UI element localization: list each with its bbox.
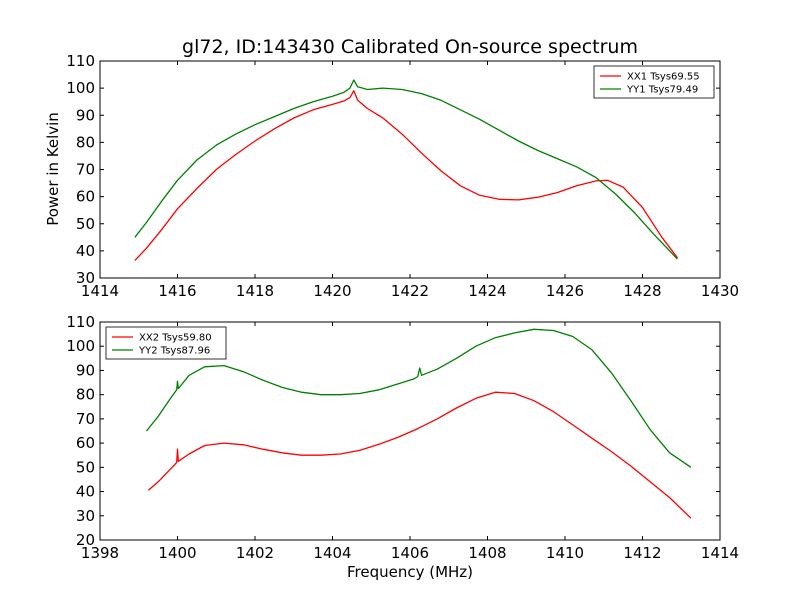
- y-axis-label: Power in Kelvin: [44, 112, 62, 226]
- x-tick-label: 1406: [391, 544, 429, 562]
- bottom-panel: 1398 1400 1402 1404 1406 1408 1410 1412 1414 20 30…: [66, 313, 739, 562]
- series-line-xx1: [134, 90, 678, 261]
- y-tick-label: 20: [76, 531, 95, 549]
- y-tick-label: 60: [76, 434, 95, 452]
- x-tick-label: 1420: [313, 282, 351, 300]
- legend-box: [593, 65, 715, 99]
- top-panel: 1414 1416 1418 1420 1422 1424 1426 1428 1430 30 40…: [66, 52, 739, 300]
- legend-label: YY1 Tsys79.49: [626, 85, 698, 96]
- x-tick-label: 1416: [158, 282, 196, 300]
- y-tick-label: 30: [76, 269, 95, 287]
- y-tick-label: 110: [66, 52, 95, 70]
- y-tick-label: 70: [76, 161, 95, 179]
- x-tick-label: 1404: [313, 544, 351, 562]
- x-tick-label: 1400: [158, 544, 196, 562]
- y-tick-label: 90: [76, 361, 95, 379]
- series-line-xx2: [147, 391, 692, 519]
- legend-label: YY2 Tsys87.96: [138, 346, 210, 357]
- y-tick-label: 90: [76, 106, 95, 124]
- legend: XX1 Tsys69.55 YY1 Tsys79.49: [593, 65, 715, 99]
- y-tick-label: 100: [66, 79, 95, 97]
- y-tick-label: 100: [66, 337, 95, 355]
- y-tick-label: 80: [76, 386, 95, 404]
- y-tick-label: 110: [66, 313, 95, 331]
- x-tick-label: 1430: [701, 282, 739, 300]
- x-tick-label: 1424: [468, 282, 506, 300]
- series-line-yy1: [134, 79, 678, 260]
- x-tick-label: 1398: [81, 544, 119, 562]
- x-tick-label: 1402: [236, 544, 274, 562]
- x-tick-label: 1410: [546, 544, 584, 562]
- legend-label: XX2 Tsys59.80: [139, 333, 212, 344]
- legend-box: [105, 326, 227, 360]
- x-tick-label: 1408: [468, 544, 506, 562]
- y-tick-label: 80: [76, 133, 95, 151]
- y-tick-label: 50: [76, 458, 95, 476]
- y-tick-label: 70: [76, 410, 95, 428]
- x-tick-label: 1426: [546, 282, 584, 300]
- x-tick-label: 1422: [391, 282, 429, 300]
- y-tick-label: 50: [76, 215, 95, 233]
- x-tick-label: 1412: [623, 544, 661, 562]
- legend-label: XX1 Tsys69.55: [627, 72, 700, 83]
- x-tick-label: 1414: [81, 282, 119, 300]
- y-tick-label: 40: [76, 242, 95, 260]
- y-tick-label: 60: [76, 188, 95, 206]
- x-tick-label: 1428: [623, 282, 661, 300]
- y-tick-label: 30: [76, 507, 95, 525]
- x-tick-label: 1418: [236, 282, 274, 300]
- y-tick-label: 40: [76, 483, 95, 501]
- series-line-yy2: [145, 328, 692, 468]
- x-tick-label: 1414: [701, 544, 739, 562]
- figure-title: gl72, ID:143430 Calibrated On-source spe…: [182, 36, 638, 58]
- legend: XX2 Tsys59.80 YY2 Tsys87.96: [105, 326, 227, 360]
- x-axis-label: Frequency (MHz): [347, 563, 473, 581]
